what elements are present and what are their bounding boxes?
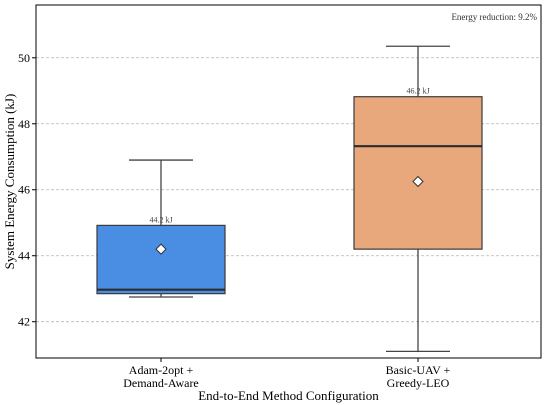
mean-marker [412, 175, 424, 188]
iqr-box [353, 96, 483, 250]
y-tick-label: 46 [18, 183, 30, 197]
x-tick-label: Adam-2opt + [129, 363, 194, 377]
x-tick-label: Basic-UAV + [386, 363, 451, 377]
y-axis-title: System Energy Consumption (kJ) [2, 94, 17, 270]
y-tick-label: 42 [18, 315, 30, 329]
y-tick-label: 44 [18, 249, 30, 263]
energy-reduction-annotation: Energy reduction: 9.2% [451, 12, 537, 22]
y-axis-ticks: 42 44 46 48 50 [18, 51, 36, 329]
y-tick-label: 50 [18, 51, 30, 65]
x-tick-label: Demand-Aware [123, 376, 199, 390]
boxes: 44.2 kJ 46.2 kJ [96, 45, 483, 353]
y-tick-label: 48 [18, 117, 30, 131]
plot-frame [35, 4, 542, 359]
mean-label: 44.2 kJ [149, 215, 172, 224]
mean-label: 46.2 kJ [406, 87, 429, 96]
mean-marker [155, 243, 167, 255]
x-axis-title: End-to-End Method Configuration [198, 388, 379, 403]
iqr-box [96, 224, 226, 295]
x-tick-label: Greedy-LEO [387, 376, 450, 390]
x-axis-ticks: Adam-2opt +Demand-Aware Basic-UAV +Greedy… [123, 358, 451, 390]
